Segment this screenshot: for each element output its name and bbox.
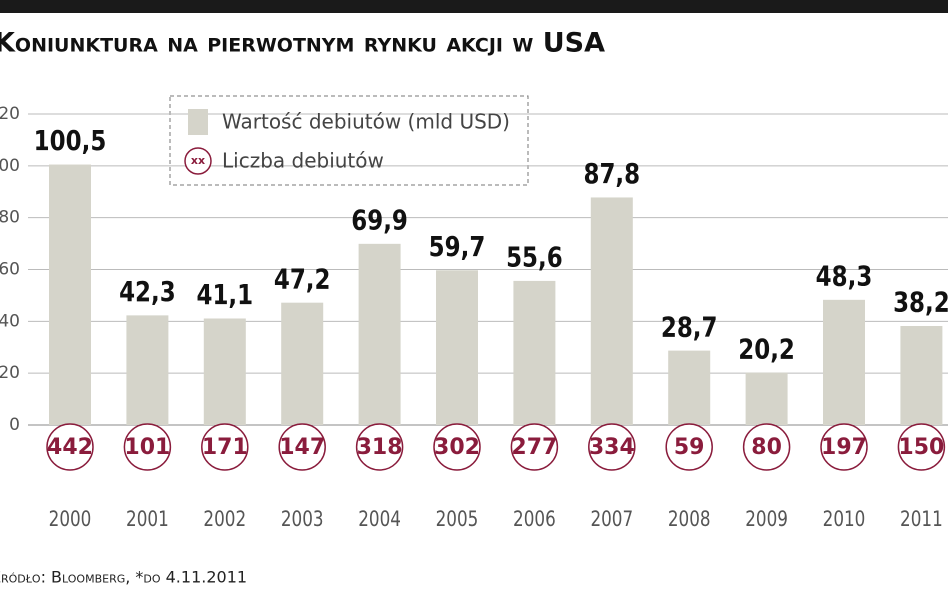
count-marker: [201, 423, 249, 471]
value-label: 42,3: [119, 276, 176, 309]
value-label: 100,5: [34, 125, 107, 158]
bar: [126, 315, 169, 425]
bar: [358, 243, 401, 425]
count-label: 101: [124, 435, 170, 460]
legend-label: Wartość debiutów (mld USD): [222, 110, 510, 134]
value-label: 47,2: [274, 263, 331, 296]
x-tick-label: 2003: [281, 507, 324, 531]
x-tick-label: 2000: [49, 507, 92, 531]
count-marker: [46, 423, 94, 471]
count-label: 197: [821, 435, 867, 460]
count-label: 80: [751, 435, 782, 460]
y-tick-label: 80: [0, 208, 20, 228]
x-tick-label: 2010: [823, 507, 866, 531]
value-label: 38,2: [893, 287, 948, 320]
bar: [203, 318, 246, 425]
bar: [513, 280, 556, 425]
count-marker: [820, 423, 868, 471]
x-tick-label: 2004: [358, 507, 401, 531]
value-label: 87,8: [583, 158, 640, 191]
x-tick-label: 2005: [436, 507, 479, 531]
count-marker: [355, 423, 404, 471]
legend: [169, 95, 529, 186]
count-label: 150: [898, 435, 944, 460]
count-label: 442: [47, 435, 93, 460]
chart-title: Koniunktura na pierwotnym rynku akcji w …: [0, 28, 605, 59]
count-marker: [433, 423, 481, 471]
x-tick-label: 2006: [513, 507, 556, 531]
legend-swatch: [188, 109, 208, 135]
count-marker: [123, 423, 172, 471]
value-label: 48,3: [816, 260, 873, 293]
y-tick-label: 40: [0, 311, 20, 331]
count-marker: [742, 423, 791, 471]
count-marker: [510, 423, 559, 471]
value-label: 69,9: [351, 204, 408, 237]
count-label: 171: [202, 435, 248, 460]
bar: [281, 302, 324, 425]
value-label: 28,7: [661, 311, 718, 344]
count-label: 334: [589, 435, 635, 460]
count-label: 147: [279, 435, 325, 460]
x-tick-label: 2009: [745, 507, 788, 531]
count-marker: [588, 423, 636, 471]
legend-marker-text: xx: [191, 154, 205, 167]
count-label: 277: [511, 435, 557, 460]
bar: [745, 372, 788, 425]
top-bar: [0, 0, 948, 13]
value-label: 41,1: [196, 279, 253, 312]
y-tick-label: 120: [0, 104, 20, 124]
y-tick-label: 100: [0, 156, 20, 176]
count-marker: [278, 423, 326, 471]
bar: [823, 299, 865, 425]
x-tick-label: 2002: [203, 507, 246, 531]
source: Źródło: Bloomberg, *do 4.11.2011: [0, 568, 247, 587]
value-label: 20,2: [738, 333, 795, 366]
count-marker: [665, 423, 713, 471]
count-label: 302: [434, 435, 480, 460]
legend-box: [169, 95, 529, 186]
bar: [436, 270, 478, 425]
x-tick-label: 2007: [590, 507, 633, 531]
bar: [668, 350, 711, 425]
count-label: 318: [357, 435, 403, 460]
bar: [590, 197, 633, 425]
value-label: 55,6: [506, 241, 563, 274]
bar: [900, 325, 943, 425]
count-label: 59: [674, 435, 705, 460]
bar: [49, 164, 91, 425]
y-tick-label: 0: [9, 415, 20, 435]
x-tick-label: 2011: [900, 507, 943, 531]
x-tick-label: 2001: [126, 507, 169, 531]
legend-marker: [184, 147, 212, 175]
x-tick-label: 2008: [668, 507, 711, 531]
count-marker: [897, 423, 946, 471]
legend-label: Liczba debiutów: [222, 149, 384, 173]
y-tick-label: 60: [0, 260, 20, 280]
y-tick-label: 20: [0, 363, 20, 383]
value-label: 59,7: [429, 231, 486, 264]
